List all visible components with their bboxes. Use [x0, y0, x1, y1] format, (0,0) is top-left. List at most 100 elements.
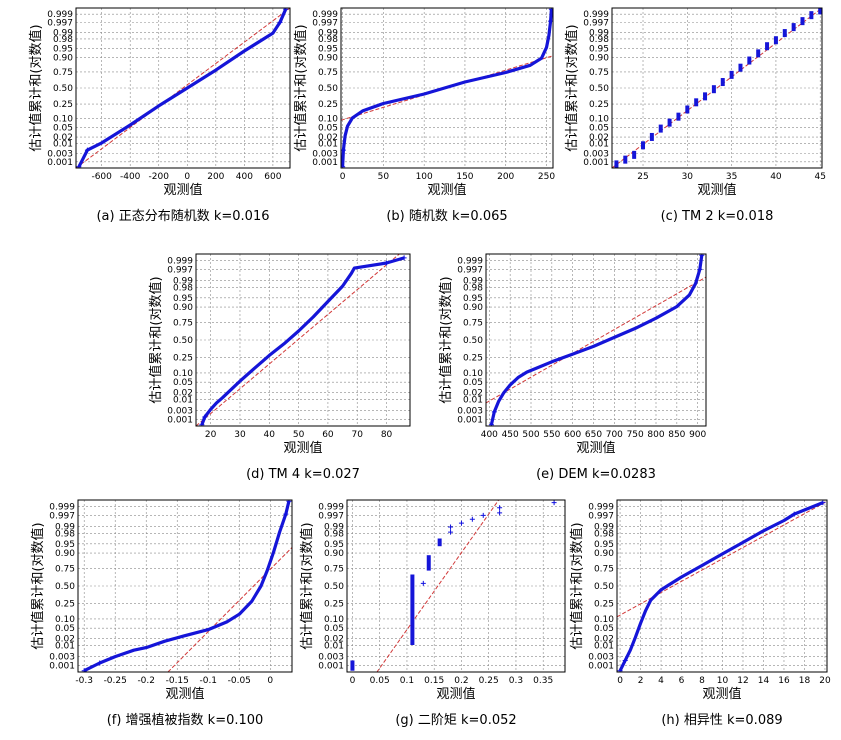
x-tick-label: 0.05 — [370, 676, 390, 686]
y-tick-label: 0.75 — [463, 319, 483, 329]
y-tick-label: 0.997 — [47, 18, 73, 28]
data-point — [699, 254, 705, 258]
data-series — [341, 8, 553, 168]
y-tick-label: 0.003 — [588, 653, 614, 663]
y-tick-label: 0.001 — [588, 661, 614, 671]
y-tick-label: 0.90 — [594, 549, 614, 559]
data-point — [791, 23, 796, 32]
x-tick-label: 25 — [637, 172, 648, 182]
data-point — [697, 266, 703, 272]
y-tick-label: 0.98 — [173, 283, 193, 293]
y-tick-label: 0.05 — [324, 624, 344, 634]
data-point — [791, 511, 797, 517]
fit-line — [76, 8, 290, 168]
y-tick-label: 0.50 — [594, 582, 614, 592]
y-tick-label: 0.50 — [173, 336, 193, 346]
y-tick-label: 0.05 — [594, 624, 614, 634]
y-tick-label: 0.999 — [457, 257, 483, 267]
x-tick-label: 0.25 — [479, 676, 499, 686]
y-tick-label: 0.25 — [55, 599, 75, 609]
x-tick-label: 400 — [236, 172, 253, 182]
data-point — [617, 668, 623, 672]
data-point — [341, 147, 346, 153]
x-tick-label: 8 — [699, 676, 705, 686]
y-tick-label: 0.01 — [594, 642, 614, 652]
y-axis-label: 估计值累计和(对数值) — [564, 24, 580, 151]
y-tick-label: 0.25 — [594, 599, 614, 609]
fit-line — [617, 500, 827, 618]
y-tick-label: 0.25 — [589, 100, 609, 110]
y-tick-label: 0.10 — [318, 115, 338, 125]
data-point — [497, 510, 503, 516]
y-tick-label: 0.25 — [318, 100, 338, 110]
y-tick-label: 0.25 — [463, 353, 483, 363]
data-point — [341, 164, 346, 168]
x-tick-label: -0.05 — [228, 676, 251, 686]
x-tick-label: 16 — [778, 676, 790, 686]
data-curve — [341, 9, 553, 167]
x-tick-label: 20 — [205, 430, 217, 440]
x-tick-label: 30 — [682, 172, 694, 182]
x-tick-label: 500 — [522, 430, 539, 440]
y-tick-label: 0.001 — [583, 158, 609, 168]
y-axis-label: 估计值累计和(对数值) — [438, 276, 454, 403]
data-series — [617, 500, 826, 672]
y-tick-label: 0.02 — [463, 389, 483, 399]
fit-line — [196, 254, 401, 426]
data-point — [720, 78, 725, 87]
data-point — [694, 98, 699, 107]
y-tick-label: 0.10 — [324, 615, 344, 625]
y-tick-label: 0.02 — [324, 635, 344, 645]
x-tick-label: 2 — [638, 676, 644, 686]
data-point — [773, 36, 778, 45]
y-tick-label: 0.003 — [47, 150, 73, 160]
y-tick-label: 0.001 — [49, 661, 75, 671]
x-tick-label: 35 — [726, 172, 737, 182]
y-tick-label: 0.95 — [463, 294, 483, 304]
x-tick-label: 0 — [267, 676, 273, 686]
y-tick-label: 0.05 — [318, 123, 338, 133]
y-tick-label: 0.003 — [167, 407, 193, 417]
data-series — [614, 8, 822, 168]
data-point — [649, 132, 654, 141]
x-tick-label: 900 — [689, 430, 706, 440]
y-tick-label: 0.02 — [594, 635, 614, 645]
y-tick-label: 0.999 — [583, 10, 609, 20]
data-point — [818, 8, 822, 15]
data-curve — [618, 501, 824, 672]
y-tick-label: 0.01 — [173, 396, 193, 406]
x-tick-label: -0.15 — [166, 676, 189, 686]
x-tick-label: 40 — [264, 430, 276, 440]
x-tick-label: 45 — [815, 172, 826, 182]
y-tick-label: 0.001 — [312, 158, 338, 168]
x-tick-label: 800 — [647, 430, 664, 440]
x-tick-label: 650 — [585, 430, 602, 440]
y-tick-label: 0.25 — [173, 353, 193, 363]
data-curve — [83, 500, 291, 672]
y-tick-label: 0.003 — [49, 653, 75, 663]
data-point — [632, 150, 637, 159]
data-point — [747, 56, 752, 65]
x-tick-label: 60 — [322, 430, 334, 440]
x-tick-label: 70 — [352, 430, 364, 440]
y-tick-label: 0.99 — [463, 276, 483, 286]
panel-caption: (d) TM 4 k=0.027 — [246, 467, 360, 482]
x-tick-label: 10 — [717, 676, 729, 686]
data-point — [658, 124, 663, 133]
x-tick-label: 550 — [543, 430, 560, 440]
y-tick-label: 0.003 — [318, 653, 344, 663]
y-tick-label: 0.95 — [173, 294, 193, 304]
y-tick-label: 0.997 — [312, 18, 338, 28]
y-tick-label: 0.999 — [167, 257, 193, 267]
x-tick-label: 700 — [606, 430, 623, 440]
x-tick-label: -600 — [91, 172, 112, 182]
y-tick-label: 0.05 — [173, 378, 193, 388]
x-axis-label: 观测值 — [436, 686, 475, 702]
x-tick-label: 14 — [758, 676, 770, 686]
data-point — [711, 85, 716, 94]
y-tick-label: 0.90 — [318, 53, 338, 63]
y-tick-label: 0.95 — [589, 45, 609, 55]
